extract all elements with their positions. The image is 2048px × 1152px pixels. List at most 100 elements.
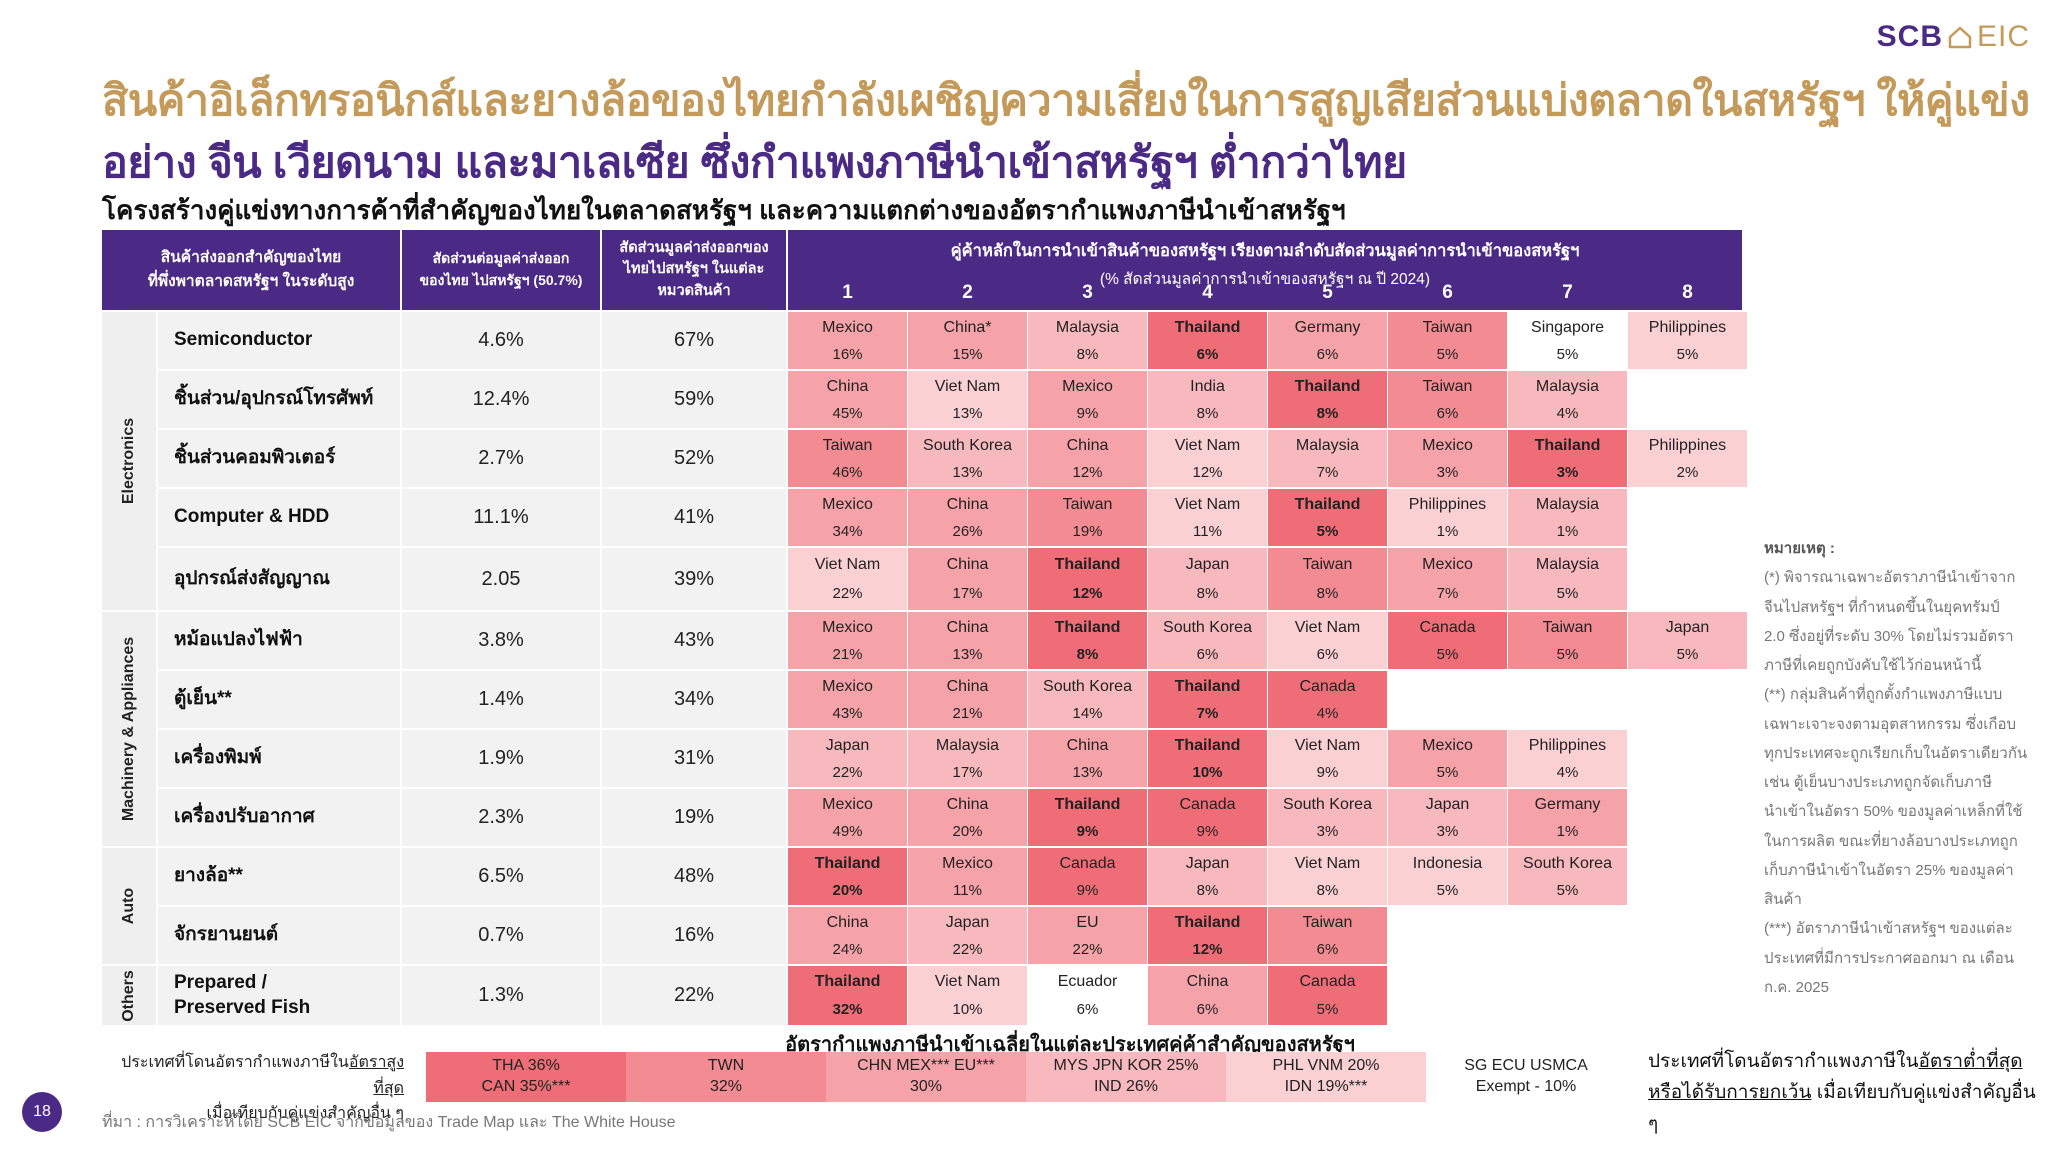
- competitor-cell: Mexico 11%: [908, 848, 1027, 905]
- competitor-name: Thailand: [1294, 495, 1361, 513]
- competitor-name: Malaysia: [1535, 555, 1600, 573]
- competitor-share: 22%: [952, 940, 983, 958]
- competitor-share: 5%: [1436, 645, 1459, 663]
- competitor-cell: South Korea 3%: [1268, 789, 1387, 846]
- export-share: 1.3%: [402, 966, 600, 1025]
- competitor-cell: Singapore 5%: [1508, 312, 1627, 369]
- category-share: 43%: [602, 612, 786, 669]
- tariff-segment: PHL VNM 20% IDN 19%***: [1226, 1052, 1426, 1102]
- competitor-name: China: [946, 795, 989, 813]
- competitor-cell: Taiwan 8%: [1268, 548, 1387, 610]
- competitor-share: 6%: [1196, 645, 1219, 663]
- competitor-share: 6%: [1076, 1001, 1099, 1018]
- competitor-cell: South Korea 6%: [1148, 612, 1267, 669]
- product-name: ชิ้นส่วนคอมพิวเตอร์: [158, 430, 400, 487]
- competitor-name: Malaysia: [935, 736, 1000, 754]
- competitor-name: Philippines: [1408, 495, 1487, 513]
- competitor-share: 6%: [1316, 345, 1339, 363]
- competitor-name: Thailand: [1174, 913, 1241, 931]
- competitor-share: 11%: [1193, 522, 1222, 540]
- remark-line: ภาษีที่เคยถูกบังคับใช้ไว้ก่อนหน้านี้: [1764, 657, 1982, 674]
- competitor-name: Viet Nam: [1174, 436, 1241, 454]
- competitor-share: 13%: [952, 404, 983, 422]
- tariff-segment-line1: TWN: [707, 1057, 745, 1075]
- competitor-name: Japan: [825, 736, 870, 754]
- competitor-cell: Mexico 9%: [1028, 371, 1147, 428]
- competitor-name: Malaysia: [1295, 436, 1360, 454]
- competitor-name: China*: [943, 318, 992, 336]
- tariff-segment-line2: IDN 19%***: [1284, 1078, 1368, 1095]
- competitor-cell: Thailand 20%: [788, 848, 907, 905]
- competitor-name: Thailand: [1054, 555, 1121, 573]
- competitor-name: Ecuador: [1057, 973, 1118, 990]
- tariff-segment: SG ECU USMCA Exempt - 10%: [1426, 1052, 1626, 1102]
- competitor-cell: South Korea 5%: [1508, 848, 1627, 905]
- competitor-cell: Thailand 8%: [1028, 612, 1147, 669]
- competitor-cell: Japan 22%: [788, 730, 907, 787]
- remark-line: ในการผลิต ขณะที่ยางล้อบางประเภทถูก: [1764, 832, 2018, 850]
- competitor-share: 10%: [1192, 763, 1223, 781]
- competitor-name: Mexico: [1422, 436, 1473, 454]
- competitor-cell: China 17%: [908, 548, 1027, 610]
- remark-line: เก็บภาษีนำเข้าในอัตรา 25% ของมูลค่า: [1764, 861, 2014, 879]
- competitor-cell: Viet Nam 12%: [1148, 430, 1267, 487]
- competitor-share: 34%: [832, 522, 863, 540]
- competitor-share: 5%: [1676, 345, 1699, 363]
- competitor-share: 8%: [1196, 585, 1219, 603]
- tariff-segment: TWN 32%: [626, 1052, 826, 1102]
- export-share: 1.9%: [402, 730, 600, 787]
- competitor-share: 8%: [1196, 404, 1219, 422]
- competitor-share: 17%: [952, 763, 983, 781]
- competitor-name: Malaysia: [1055, 318, 1120, 336]
- remark-line: ประเทศที่มีการประกาศออกมา ณ เดือน: [1764, 949, 2014, 967]
- competitor-share: 6%: [1196, 1001, 1219, 1018]
- competitor-cell: Japan 8%: [1148, 848, 1267, 905]
- competitor-name: Taiwan: [1422, 377, 1473, 395]
- competitor-share: 12%: [1072, 585, 1103, 603]
- competitor-share: 20%: [832, 881, 863, 899]
- rank-number: 4: [1202, 282, 1213, 303]
- competitor-name: Mexico: [822, 618, 873, 636]
- left-note-text: ประเทศที่โดนอัตรากำแพงภาษีใน: [121, 1054, 349, 1071]
- competitor-cell: Mexico 21%: [788, 612, 907, 669]
- competitor-share: 9%: [1076, 822, 1099, 840]
- competitor-cell: Taiwan 6%: [1388, 371, 1507, 428]
- competitor-name: Germany: [1534, 795, 1601, 813]
- group-label: Machinery & Appliances: [102, 612, 156, 846]
- competitor-cell: Japan 8%: [1148, 548, 1267, 610]
- competitor-share: 16%: [832, 345, 863, 363]
- competitor-share: 8%: [1196, 881, 1219, 899]
- competitor-share: 9%: [1076, 881, 1099, 899]
- competitor-name: Canada: [1179, 795, 1236, 813]
- competitor-name: Taiwan: [1302, 555, 1353, 573]
- competitor-share: 26%: [952, 522, 983, 540]
- remark-line: นำเข้าในอัตรา 50% ของมูลค่าเหล็กที่ใช้: [1764, 803, 2023, 821]
- competitor-name: Mexico: [822, 677, 873, 695]
- header-cat-share: สัดส่วนมูลค่าส่งออกของ ไทยไปสหรัฐฯ ในแต่…: [602, 230, 786, 310]
- category-share: 22%: [602, 966, 786, 1025]
- competitor-cell: Taiwan 5%: [1508, 612, 1627, 669]
- competitor-cell: EU 22%: [1028, 907, 1147, 964]
- rank-number: 3: [1082, 282, 1093, 303]
- tariff-segment-line1: SG ECU USMCA: [1464, 1057, 1588, 1075]
- competitor-name: China: [826, 377, 869, 395]
- competitor-cell: Thailand 12%: [1028, 548, 1147, 610]
- highest-tariff-note: ประเทศที่โดนอัตรากำแพงภาษีในอัตราสูงที่ส…: [102, 1050, 404, 1127]
- remarks: หมายเหตุ : (*) พิจารณาเฉพาะอัตราภาษีนำเข…: [1764, 534, 2032, 1002]
- page-subtitle: โครงสร้างคู่แข่งทางการค้าที่สำคัญของไทยใ…: [102, 195, 1346, 225]
- rank-number: 2: [962, 282, 973, 303]
- product-name: เครื่องพิมพ์: [158, 730, 400, 787]
- competitor-share: 3%: [1556, 463, 1579, 481]
- competitor-name: China: [1066, 436, 1109, 454]
- competitor-name: Mexico: [822, 795, 873, 813]
- category-share: 48%: [602, 848, 786, 905]
- competitor-name: China: [946, 495, 989, 513]
- competitor-cell: India 8%: [1148, 371, 1267, 428]
- competitor-name: Thailand: [814, 973, 881, 990]
- competitor-name: Philippines: [1528, 736, 1607, 754]
- competitor-name: Mexico: [1422, 736, 1473, 754]
- competitor-share: 5%: [1436, 881, 1459, 899]
- competitor-cell: China 12%: [1028, 430, 1147, 487]
- competitor-name: China: [946, 555, 989, 573]
- competitor-share: 5%: [1436, 763, 1459, 781]
